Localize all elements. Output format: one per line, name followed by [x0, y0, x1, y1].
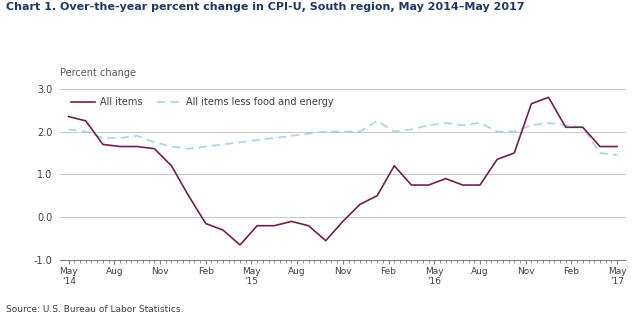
- All items: [270, 224, 278, 228]
- All items: [253, 224, 261, 228]
- All items: [116, 145, 124, 148]
- All items: [442, 177, 449, 181]
- All items less food and energy: [82, 130, 90, 133]
- Text: Source: U.S. Bureau of Labor Statistics.: Source: U.S. Bureau of Labor Statistics.: [6, 305, 184, 314]
- All items: [613, 145, 621, 148]
- All items: [236, 243, 244, 247]
- All items less food and energy: [270, 136, 278, 140]
- All items less food and energy: [133, 134, 141, 138]
- All items: [374, 194, 381, 198]
- All items: [133, 145, 141, 148]
- All items less food and energy: [459, 123, 466, 127]
- All items less food and energy: [150, 140, 158, 144]
- All items: [99, 143, 107, 146]
- All items less food and energy: [116, 136, 124, 140]
- All items less food and energy: [202, 145, 210, 148]
- All items: [562, 126, 569, 129]
- All items: [511, 151, 518, 155]
- All items: [288, 220, 295, 223]
- All items less food and energy: [408, 127, 415, 131]
- All items: [425, 183, 432, 187]
- All items less food and energy: [236, 140, 244, 144]
- All items: [596, 145, 604, 148]
- All items: [579, 126, 586, 129]
- All items less food and energy: [339, 130, 346, 133]
- All items less food and energy: [99, 136, 107, 140]
- All items less food and energy: [613, 153, 621, 157]
- All items less food and energy: [545, 121, 552, 125]
- All items less food and energy: [305, 132, 312, 136]
- All items: [459, 183, 466, 187]
- All items: [528, 102, 535, 106]
- All items: [545, 95, 552, 99]
- All items less food and energy: [65, 127, 73, 131]
- All items less food and energy: [579, 126, 586, 129]
- All items: [65, 115, 73, 119]
- All items less food and energy: [511, 130, 518, 133]
- All items: [82, 119, 90, 123]
- Legend: All items, All items less food and energy: All items, All items less food and energ…: [71, 97, 334, 107]
- All items less food and energy: [185, 147, 192, 151]
- All items less food and energy: [391, 130, 398, 133]
- All items less food and energy: [442, 121, 449, 125]
- All items less food and energy: [356, 130, 364, 133]
- All items less food and energy: [562, 123, 569, 127]
- All items: [167, 164, 175, 168]
- All items less food and energy: [253, 138, 261, 142]
- All items: [202, 222, 210, 225]
- All items less food and energy: [219, 143, 227, 146]
- Text: Chart 1. Over-the-year percent change in CPI-U, South region, May 2014–May 2017: Chart 1. Over-the-year percent change in…: [6, 2, 525, 12]
- All items: [185, 194, 192, 198]
- All items: [476, 183, 483, 187]
- Text: Percent change: Percent change: [60, 68, 136, 78]
- All items less food and energy: [167, 145, 175, 148]
- All items: [150, 147, 158, 151]
- All items: [356, 203, 364, 206]
- Line: All items: All items: [69, 97, 617, 245]
- All items less food and energy: [596, 151, 604, 155]
- All items: [494, 158, 501, 161]
- All items less food and energy: [322, 130, 329, 133]
- All items less food and energy: [476, 121, 483, 125]
- All items less food and energy: [494, 130, 501, 133]
- All items: [391, 164, 398, 168]
- All items: [305, 224, 312, 228]
- All items: [408, 183, 415, 187]
- All items less food and energy: [288, 134, 295, 138]
- All items less food and energy: [374, 119, 381, 123]
- All items: [339, 220, 346, 223]
- All items: [322, 239, 329, 243]
- All items: [219, 228, 227, 232]
- All items less food and energy: [528, 123, 535, 127]
- All items less food and energy: [425, 123, 432, 127]
- Line: All items less food and energy: All items less food and energy: [69, 121, 617, 155]
